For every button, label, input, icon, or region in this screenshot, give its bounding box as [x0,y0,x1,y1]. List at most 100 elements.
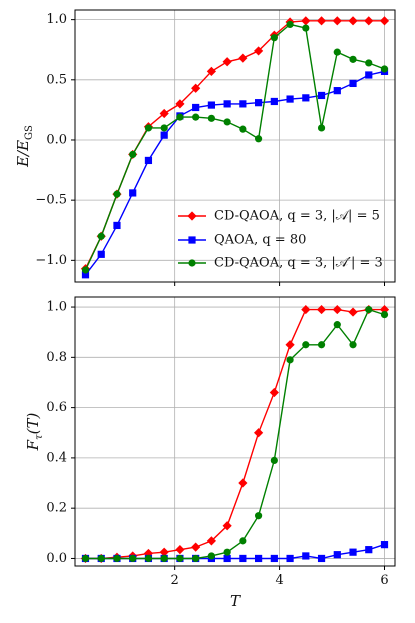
data-point [380,310,389,319]
data-point [270,456,278,465]
data-point [365,305,373,314]
data-point [364,16,374,26]
series-cd-qaoa-a3 [81,305,389,563]
y-tick-label: −1.0 [35,253,67,268]
data-point [239,537,247,545]
data-point [333,48,341,56]
series-line [85,308,385,560]
data-point [302,94,310,102]
data-point [144,156,153,165]
data-point [270,97,278,106]
data-point [113,221,121,230]
data-point [175,545,185,555]
data-point [380,65,389,73]
series-qaoa-q80 [81,67,389,279]
data-point [379,304,390,315]
data-point [302,552,310,560]
data-point [191,83,201,93]
y-tick-label: −0.5 [35,193,67,208]
data-point [302,341,310,349]
data-point [270,554,278,563]
data-point [191,542,201,552]
plot-frame [74,296,396,567]
legend-marker [188,259,196,267]
data-point [317,91,326,100]
data-point [129,150,137,159]
legend: CD-QAOA, q = 3, |𝒜| = 5 QAOA, q = 80 CD-QA… [178,209,383,271]
fidelity-plot: 2 4 6 0.0 0.2 0.4 0.6 0.8 1.0 Fτ(T) T [24,296,396,610]
data-point [333,87,341,95]
data-point [270,34,278,42]
data-point [286,356,294,364]
y-tick-label: 1.0 [46,300,67,315]
data-point [286,20,294,29]
data-point [97,232,105,240]
y-tick-label: 0.8 [46,350,67,365]
data-point [144,124,153,132]
legend-marker [188,236,196,244]
data-point [207,114,215,122]
data-point [317,554,326,563]
series-cd-qaoa-a3 [81,20,389,274]
data-point [207,101,215,109]
data-point [255,135,263,143]
legend-label: CD-QAOA, q = 3, |𝒜| = 5 [214,209,380,224]
data-point [365,71,373,79]
data-point [286,95,294,103]
data-point [365,59,373,67]
data-point [222,521,232,531]
data-point [129,189,137,197]
data-point [160,131,168,139]
data-point [223,554,231,563]
y-tick-label: 0.2 [46,501,67,516]
x-tick-label: 6 [380,573,388,588]
data-point [316,16,327,26]
legend-label: CD-QAOA, q = 3, |𝒜′| = 3 [214,256,383,271]
data-point [332,16,342,26]
data-point [81,554,90,563]
data-point [255,99,263,107]
data-point [333,551,341,559]
data-point [285,340,295,350]
data-point [239,125,247,133]
data-point [365,546,373,554]
data-point [317,341,326,349]
data-point [222,57,232,67]
data-point [301,16,311,26]
data-point [269,387,279,398]
data-point [223,100,231,108]
y-axis-label: Fτ(T) [24,413,45,452]
data-point [159,108,169,119]
data-point [113,190,121,198]
data-point [207,552,215,560]
data-point [348,16,358,26]
data-point [113,554,121,563]
data-point [349,79,357,88]
data-point [316,304,327,315]
data-point [223,118,231,126]
data-point [192,113,200,121]
energy-ratio-plot: −1.0 −0.5 0.0 0.5 1.0 E/EGS CD-QAOA, q = 3, |𝒜… [14,9,396,286]
data-point [255,554,263,563]
data-point [333,321,341,329]
y-axis-label: E/EGS [14,125,35,168]
y-tick-label: 0.5 [46,72,67,87]
data-point [192,103,200,112]
series-cd-qaoa-a5 [80,304,390,564]
data-point [239,554,247,563]
data-point [349,55,357,63]
data-point [255,512,263,520]
data-point [97,250,105,258]
data-point [176,113,184,121]
data-point [379,16,390,26]
data-point [238,53,248,63]
data-point [223,548,231,556]
data-point [349,341,357,349]
data-point [301,304,311,315]
data-point [254,428,264,438]
series-line [85,308,385,560]
data-point [254,46,264,56]
data-point [238,478,248,488]
data-point [159,547,169,557]
